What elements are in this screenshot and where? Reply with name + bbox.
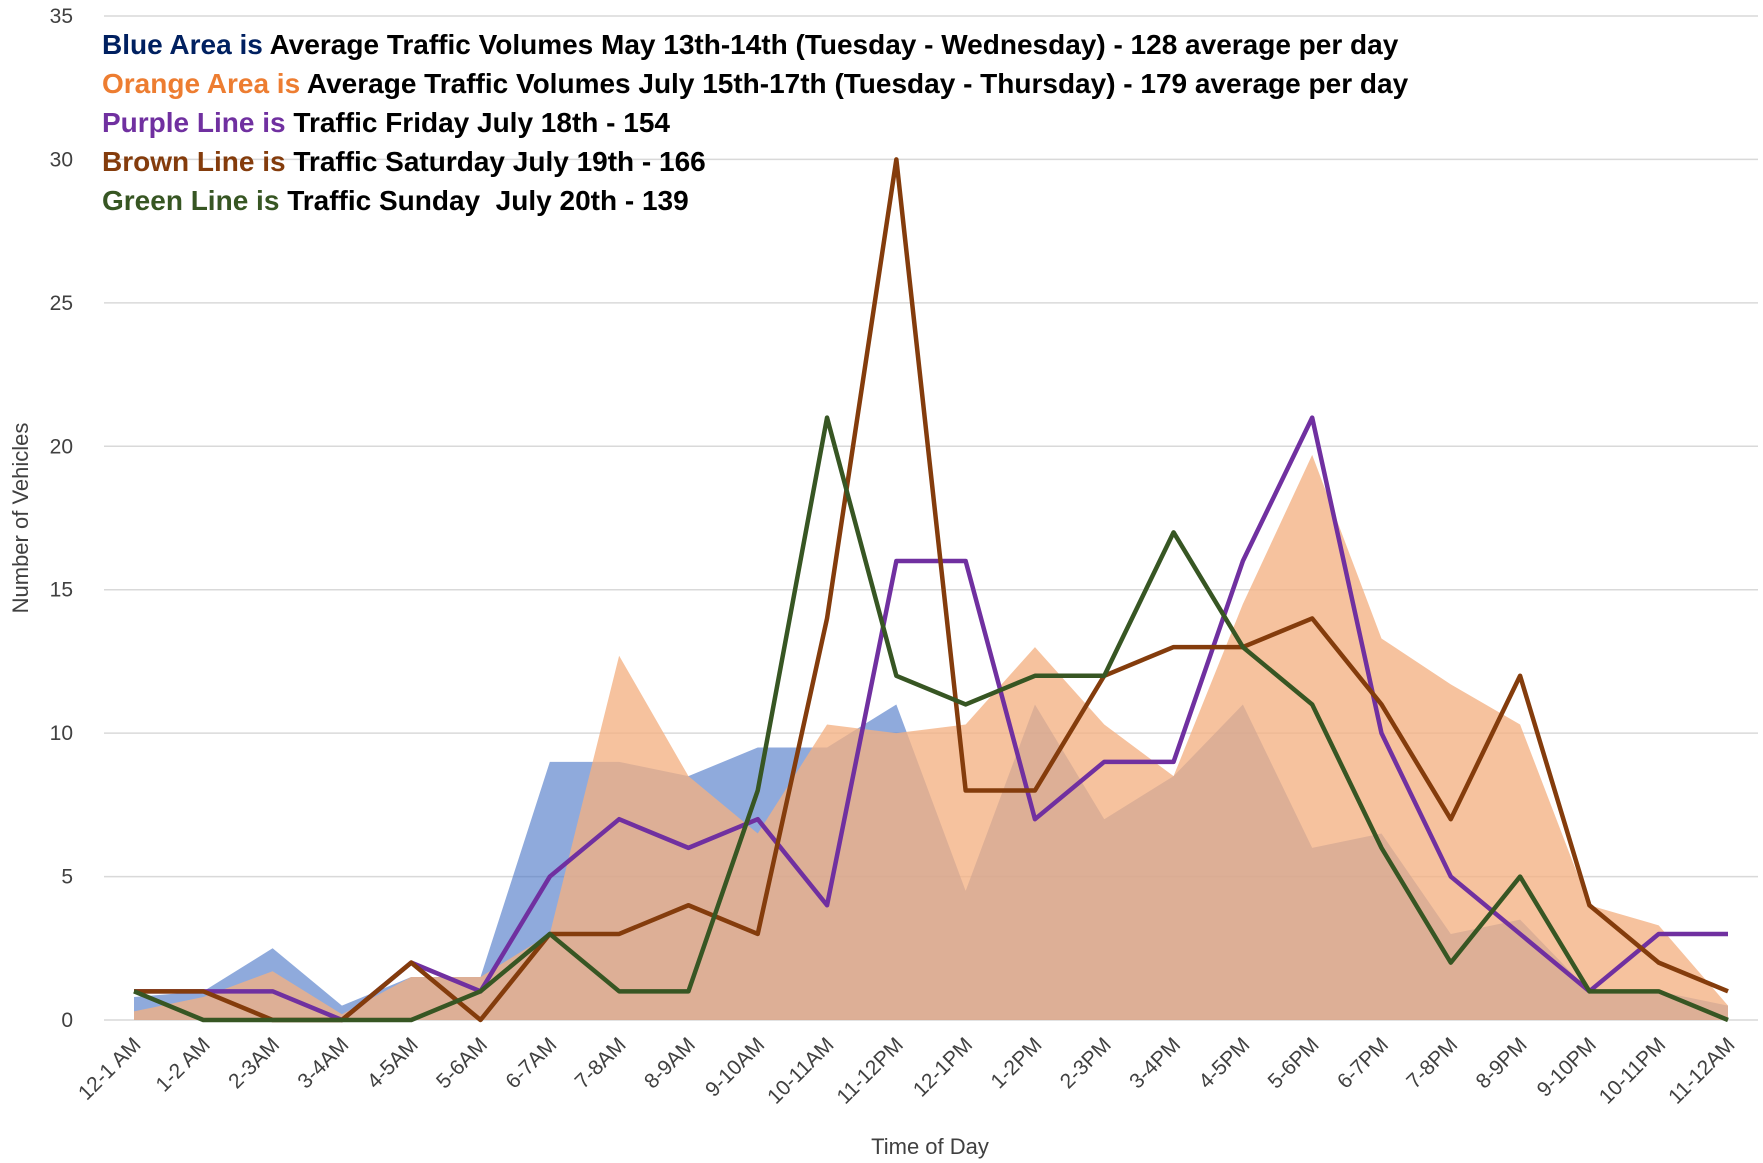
x-tick-label: 10-11PM [1595, 1033, 1670, 1108]
legend-name: Traffic Saturday July 19th - 166 [293, 146, 705, 177]
x-axis-title: Time of Day [871, 1134, 989, 1159]
y-tick-label: 0 [61, 1009, 73, 1032]
legend-entry: Brown Line is Traffic Saturday July 19th… [102, 146, 706, 177]
x-tick-label: 6-7AM [501, 1033, 561, 1093]
x-tick-label: 11-12AM [1664, 1033, 1739, 1108]
y-axis-title: Number of Vehicles [8, 423, 33, 614]
legend-prefix: Purple Line is [102, 107, 286, 138]
x-tick-label: 8-9AM [640, 1033, 700, 1093]
x-tick-label: 7-8PM [1402, 1033, 1462, 1093]
legend-name: Average Traffic Volumes May 13th-14th (T… [270, 29, 1399, 60]
x-tick-label: 6-7PM [1333, 1033, 1393, 1093]
x-tick-label: 12-1PM [909, 1033, 977, 1101]
x-tick-label: 1-2PM [986, 1033, 1046, 1093]
x-tick-label: 9-10PM [1533, 1033, 1601, 1101]
legend-name: Average Traffic Volumes July 15th-17th (… [307, 68, 1409, 99]
legend-prefix: Orange Area is [102, 68, 300, 99]
y-tick-label: 15 [50, 579, 73, 602]
y-tick-label: 20 [50, 435, 73, 458]
y-tick-label: 5 [61, 866, 73, 889]
legend-name: Traffic Sunday July 20th - 139 [287, 185, 688, 216]
y-tick-label: 30 [50, 148, 73, 171]
x-tick-label: 4-5PM [1194, 1033, 1254, 1093]
x-tick-label: 11-12PM [832, 1033, 907, 1108]
legend-prefix: Brown Line is [102, 146, 286, 177]
legend-prefix: Blue Area is [102, 29, 263, 60]
x-tick-label: 12-1 AM [74, 1033, 146, 1105]
x-tick-label: 10-11AM [763, 1033, 838, 1108]
x-tick-label: 3-4PM [1125, 1033, 1185, 1093]
x-tick-label: 8-9PM [1472, 1033, 1532, 1093]
x-tick-label: 1-2 AM [152, 1033, 215, 1096]
legend-entry: Green Line is Traffic Sunday July 20th -… [102, 185, 689, 216]
legend-entry: Blue Area is Average Traffic Volumes May… [102, 29, 1399, 60]
line [134, 157, 1729, 1023]
x-tick-label: 9-10AM [701, 1033, 769, 1101]
legend-name: Traffic Friday July 18th - 154 [293, 107, 670, 138]
x-tick-label: 3-4AM [293, 1033, 353, 1093]
y-tick-label: 35 [50, 5, 73, 28]
y-tick-label: 25 [50, 292, 73, 315]
area [134, 454, 1728, 1020]
x-tick-label: 2-3AM [224, 1033, 284, 1093]
x-tick-label: 5-6AM [432, 1033, 492, 1093]
x-tick-label: 2-3PM [1056, 1033, 1116, 1093]
legend-entry: Purple Line is Traffic Friday July 18th … [102, 107, 670, 138]
legend-entry: Orange Area is Average Traffic Volumes J… [102, 68, 1409, 99]
y-tick-label: 10 [50, 722, 73, 745]
line [133, 415, 1729, 1023]
x-tick-label: 5-6PM [1264, 1033, 1324, 1093]
x-tick-label: 4-5AM [363, 1033, 423, 1093]
x-tick-label: 7-8AM [571, 1033, 631, 1093]
legend-prefix: Green Line is [102, 185, 279, 216]
